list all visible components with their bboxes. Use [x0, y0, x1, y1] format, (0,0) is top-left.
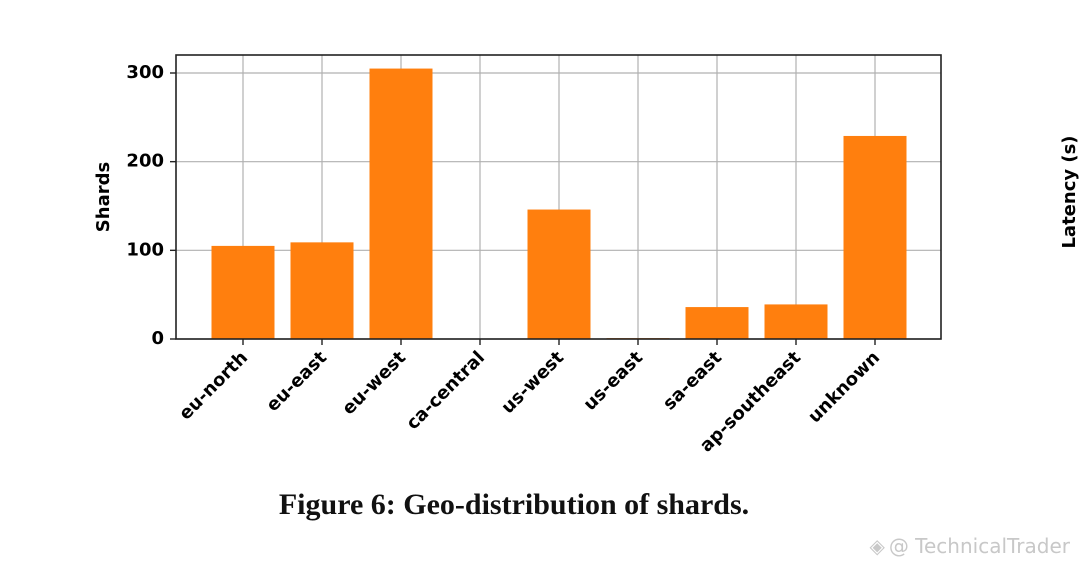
- bar-eu-north: [211, 245, 275, 339]
- y-tick-label: 0: [151, 328, 164, 349]
- watermark-text: @ TechnicalTrader: [888, 534, 1070, 558]
- y-tick-label: 100: [126, 239, 164, 260]
- x-tick-label: eu-west: [338, 347, 410, 419]
- x-tick-label: ca-central: [402, 347, 489, 434]
- x-tick-label: eu-north: [175, 347, 252, 424]
- bars: [211, 68, 907, 340]
- bar-sa-east: [685, 307, 749, 339]
- figure-caption: Figure 6: Geo-distribution of shards.: [278, 488, 750, 521]
- y-tick-label: 300: [126, 62, 164, 83]
- bar-unknown: [843, 135, 907, 339]
- y-axis-ticks: 0 100 200 300: [126, 62, 176, 349]
- x-tick-label: eu-east: [262, 347, 331, 416]
- diamond-logo-icon: ◈: [869, 534, 885, 558]
- watermark: ◈ @ TechnicalTrader: [869, 534, 1070, 558]
- y-tick-label: 200: [126, 151, 164, 172]
- x-tick-label: sa-east: [659, 347, 726, 414]
- bar-us-west: [527, 209, 591, 339]
- x-tick-label: us-west: [497, 347, 568, 418]
- bar-ap-southeast: [764, 304, 828, 339]
- bar-eu-west: [369, 68, 433, 340]
- side-axis-label: Latency (s): [1059, 135, 1080, 248]
- bar-eu-east: [290, 242, 354, 339]
- x-tick-label: unknown: [804, 347, 884, 427]
- x-tick-label: us-east: [579, 347, 647, 415]
- y-axis-label: Shards: [93, 162, 114, 232]
